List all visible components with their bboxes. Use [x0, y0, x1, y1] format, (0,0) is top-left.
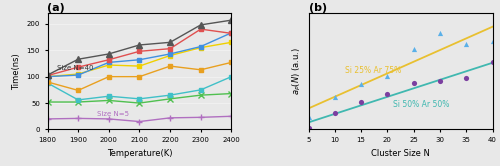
X-axis label: Temperature(K): Temperature(K) [106, 149, 172, 158]
Point [488, 60, 496, 63]
Point [462, 43, 470, 45]
Text: Si 25% Ar 75%: Si 25% Ar 75% [346, 66, 402, 75]
Text: Size N=40: Size N=40 [56, 65, 93, 71]
Point [410, 81, 418, 84]
Point [384, 93, 392, 95]
Point [304, 115, 312, 118]
Point [436, 31, 444, 34]
Text: Size N=5: Size N=5 [96, 111, 128, 117]
Point [462, 77, 470, 79]
Point [331, 96, 339, 99]
Point [357, 101, 365, 103]
Point [384, 75, 392, 78]
X-axis label: Cluster Size N: Cluster Size N [371, 149, 430, 158]
Point [331, 112, 339, 115]
Point [410, 47, 418, 50]
Y-axis label: Time(ns): Time(ns) [12, 53, 21, 90]
Point [357, 83, 365, 86]
Text: (a): (a) [48, 3, 65, 13]
Point [436, 80, 444, 82]
Point [304, 126, 312, 129]
Y-axis label: $a_P(N)$ (a.u.): $a_P(N)$ (a.u.) [290, 47, 303, 95]
Text: (b): (b) [308, 3, 326, 13]
Point [488, 39, 496, 42]
Text: Si 50% Ar 50%: Si 50% Ar 50% [392, 100, 449, 109]
